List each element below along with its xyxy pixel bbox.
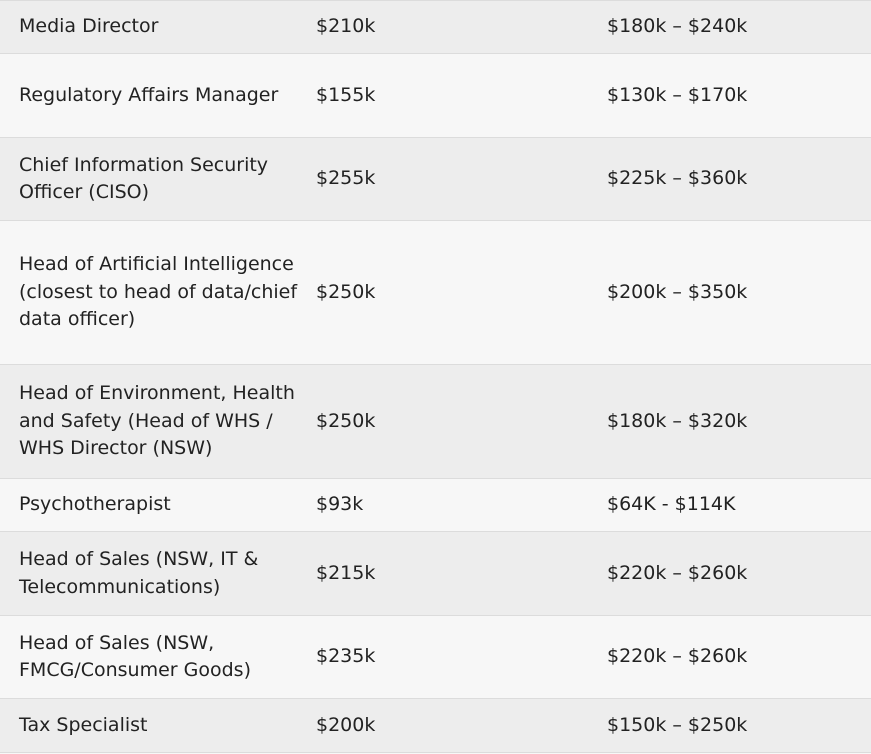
role-cell: Head of Environment, Health and Safety (… bbox=[0, 364, 316, 479]
table-row: Media Director $210k $180k – $240k bbox=[0, 0, 871, 54]
role-cell: Chief Information Security Officer (CISO… bbox=[0, 137, 316, 221]
salary-cell: $93k bbox=[316, 478, 607, 532]
role-cell: Regulatory Affairs Manager bbox=[0, 53, 316, 138]
table-row: Psychotherapist $93k $64K - $114K bbox=[0, 478, 871, 532]
salary-cell: $200k bbox=[316, 698, 607, 753]
table-row: Head of Sales (NSW, IT & Telecommunicati… bbox=[0, 531, 871, 616]
table-row: Head of Artificial Intelligence (closest… bbox=[0, 220, 871, 365]
salary-cell: $255k bbox=[316, 137, 607, 221]
role-cell: Head of Sales (NSW, FMCG/Consumer Goods) bbox=[0, 615, 316, 699]
range-cell: $225k – $360k bbox=[607, 137, 871, 221]
salary-cell: $235k bbox=[316, 615, 607, 699]
role-cell: Psychotherapist bbox=[0, 478, 316, 532]
salary-cell: $250k bbox=[316, 364, 607, 479]
salary-cell: $215k bbox=[316, 531, 607, 616]
table-row: Regulatory Affairs Manager $155k $130k – $… bbox=[0, 53, 871, 138]
role-cell: Head of Artificial Intelligence (closest… bbox=[0, 220, 316, 365]
table-row: Chief Information Security Officer (CISO… bbox=[0, 137, 871, 221]
salary-cell: $210k bbox=[316, 0, 607, 54]
range-cell: $220k – $260k bbox=[607, 615, 871, 699]
range-cell: $130k – $170k bbox=[607, 53, 871, 138]
range-cell: $200k – $350k bbox=[607, 220, 871, 365]
range-cell: $180k – $320k bbox=[607, 364, 871, 479]
role-cell: Tax Specialist bbox=[0, 698, 316, 753]
range-cell: $180k – $240k bbox=[607, 0, 871, 54]
salary-cell: $155k bbox=[316, 53, 607, 138]
range-cell: $64K - $114K bbox=[607, 478, 871, 532]
range-cell: $220k – $260k bbox=[607, 531, 871, 616]
salary-cell: $250k bbox=[316, 220, 607, 365]
role-cell: Head of Sales (NSW, IT & Telecommunicati… bbox=[0, 531, 316, 616]
table-row: Tax Specialist $200k $150k – $250k bbox=[0, 698, 871, 753]
table-row: Head of Sales (NSW, FMCG/Consumer Goods)… bbox=[0, 615, 871, 699]
table-row: Head of Environment, Health and Safety (… bbox=[0, 364, 871, 479]
role-cell: Media Director bbox=[0, 0, 316, 54]
range-cell: $150k – $250k bbox=[607, 698, 871, 753]
